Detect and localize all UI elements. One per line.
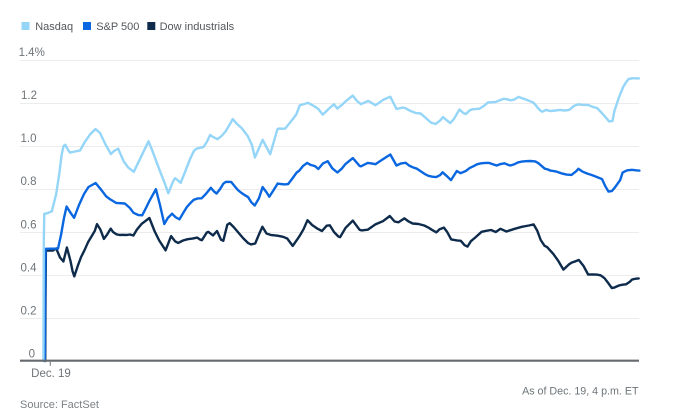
svg-text:1.4%: 1.4%	[19, 47, 45, 59]
svg-text:0.6: 0.6	[21, 219, 37, 231]
svg-text:1.0: 1.0	[21, 133, 37, 145]
svg-text:As of Dec. 19, 4 p.m. ET: As of Dec. 19, 4 p.m. ET	[522, 386, 639, 398]
svg-text:0: 0	[29, 349, 35, 361]
svg-text:Source: FactSet: Source: FactSet	[20, 399, 99, 411]
svg-text:Dec. 19: Dec. 19	[31, 368, 71, 380]
svg-text:Nasdaq: Nasdaq	[35, 21, 73, 33]
svg-text:Dow industrials: Dow industrials	[160, 21, 235, 33]
svg-text:0.4: 0.4	[21, 263, 38, 275]
svg-text:1.2: 1.2	[21, 90, 37, 102]
svg-text:0.2: 0.2	[21, 306, 37, 318]
svg-text:S&P 500: S&P 500	[96, 21, 139, 33]
svg-text:0.8: 0.8	[21, 176, 37, 188]
